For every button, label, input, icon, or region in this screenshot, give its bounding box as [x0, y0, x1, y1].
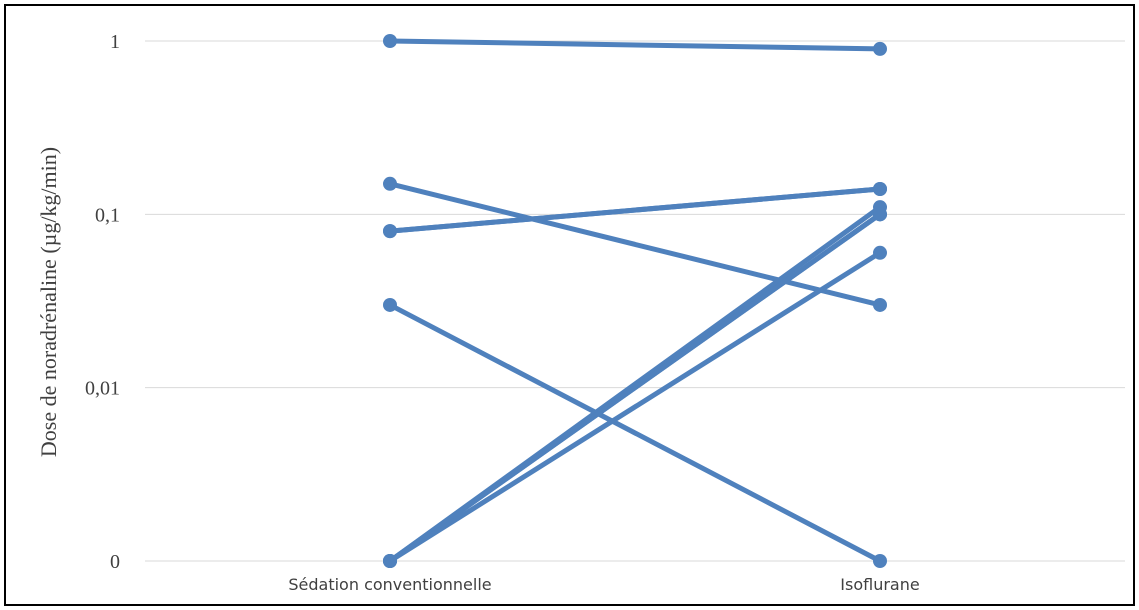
x-axis-ticks: Sédation conventionnelle Isoflurane	[288, 575, 919, 594]
series	[383, 176, 887, 312]
data-point	[873, 245, 887, 260]
data-point	[873, 554, 887, 568]
data-point	[383, 224, 397, 239]
series-line	[387, 186, 883, 234]
y-tick-label: 0,1	[95, 204, 120, 226]
data-point	[873, 182, 887, 197]
x-tick-label: Sédation conventionnelle	[288, 575, 491, 594]
series-line	[387, 250, 883, 564]
series	[383, 182, 887, 239]
y-tick-label: 0	[110, 551, 120, 573]
series	[383, 34, 887, 56]
y-axis-title: Dose de noradrénaline (µg/kg/min)	[36, 147, 61, 457]
data-point	[383, 34, 397, 48]
series-line	[387, 211, 883, 564]
series-line	[387, 302, 883, 564]
series-lines	[383, 34, 887, 568]
series-line	[387, 181, 883, 308]
data-point	[873, 207, 887, 222]
data-point	[383, 554, 397, 568]
series	[383, 245, 887, 568]
data-point	[383, 297, 397, 312]
x-tick-label: Isoflurane	[840, 575, 919, 594]
y-tick-label: 0,01	[85, 378, 120, 400]
chart-frame	[4, 4, 1135, 606]
series-line	[387, 38, 883, 52]
series	[383, 297, 887, 568]
y-axis-ticks: 1 0,1 0,01 0	[85, 31, 120, 573]
data-point	[873, 297, 887, 312]
data-point	[383, 176, 397, 191]
gridlines	[145, 40, 1125, 562]
y-tick-label: 1	[110, 31, 120, 53]
data-point	[873, 41, 887, 56]
